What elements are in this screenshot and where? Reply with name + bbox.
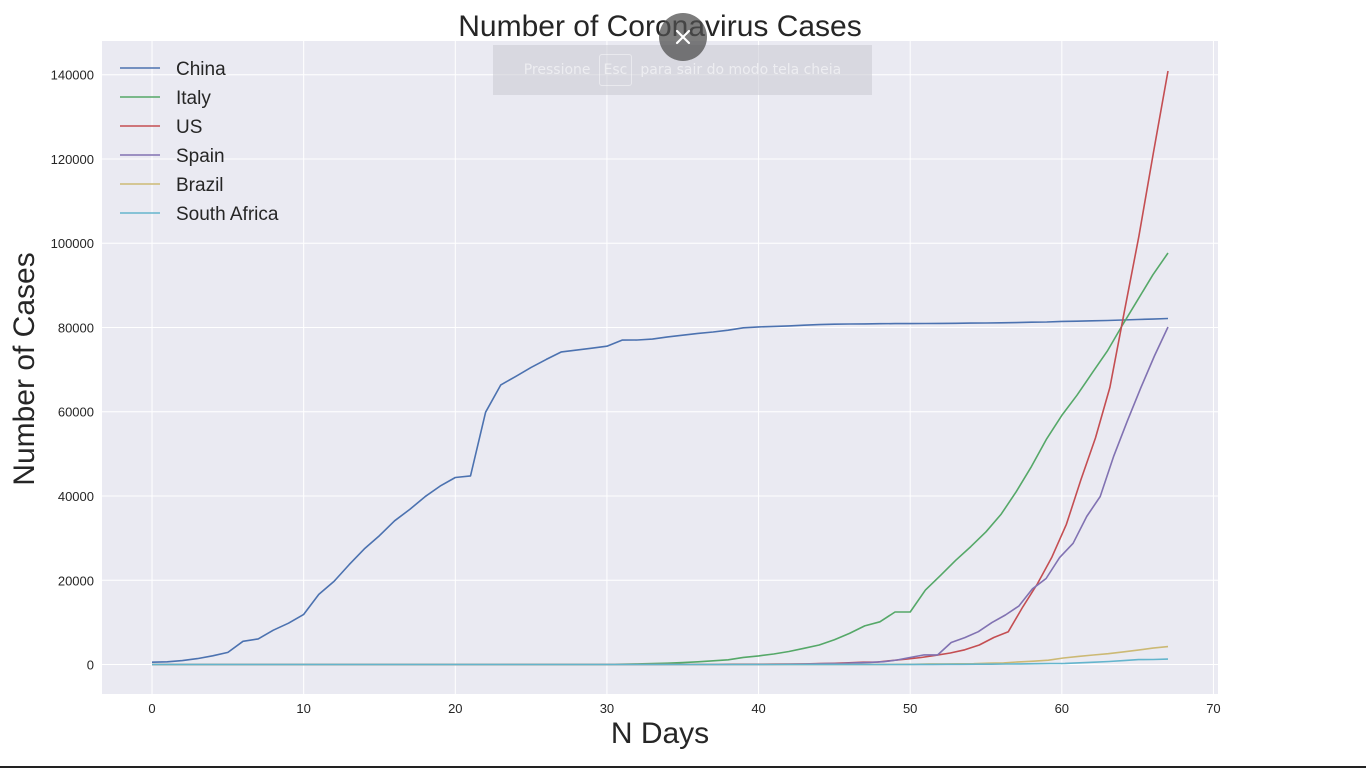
x-tick-label: 20 xyxy=(448,701,462,716)
x-tick-label: 0 xyxy=(148,701,155,716)
series-lines xyxy=(151,70,1169,666)
y-axis-label: Number of Cases xyxy=(8,252,41,485)
screen-bottom-border xyxy=(0,766,1366,768)
legend-label: Brazil xyxy=(176,175,224,196)
close-icon xyxy=(675,29,691,45)
y-axis-ticks: 0 20000 40000 60000 80000 100000 120000 140000 xyxy=(51,68,94,673)
exit-fullscreen-button[interactable] xyxy=(659,13,707,61)
plot-area xyxy=(102,41,1218,694)
y-tick-label: 120000 xyxy=(51,152,94,167)
legend-label: Spain xyxy=(176,146,225,167)
y-tick-label: 100000 xyxy=(51,236,94,251)
x-tick-label: 30 xyxy=(600,701,614,716)
x-axis-label: N Days xyxy=(611,717,709,750)
x-tick-label: 10 xyxy=(296,701,310,716)
series-line-south-africa xyxy=(152,658,1169,666)
x-tick-label: 70 xyxy=(1206,701,1220,716)
grid-lines xyxy=(102,41,1218,694)
y-tick-label: 40000 xyxy=(58,489,94,504)
hint-pre-text: Pressione xyxy=(523,62,591,78)
hint-post-text: para sair do modo tela cheia xyxy=(640,62,842,78)
y-tick-label: 0 xyxy=(87,658,94,673)
x-tick-label: 50 xyxy=(903,701,917,716)
x-tick-label: 60 xyxy=(1055,701,1069,716)
y-tick-label: 60000 xyxy=(58,405,94,420)
esc-key: Esc xyxy=(598,54,633,86)
x-tick-label: 40 xyxy=(751,701,765,716)
legend-label: South Africa xyxy=(176,204,279,225)
series-line-china xyxy=(151,317,1169,663)
legend: China Italy US Spain Brazil South Africa xyxy=(120,59,279,225)
legend-label: US xyxy=(176,117,202,138)
y-tick-label: 140000 xyxy=(51,68,94,83)
y-tick-label: 80000 xyxy=(58,320,94,335)
legend-label: China xyxy=(176,59,226,80)
legend-label: Italy xyxy=(176,88,211,109)
x-axis-ticks: 0 10 20 30 40 50 60 70 xyxy=(148,701,1220,716)
y-tick-label: 20000 xyxy=(58,573,94,588)
